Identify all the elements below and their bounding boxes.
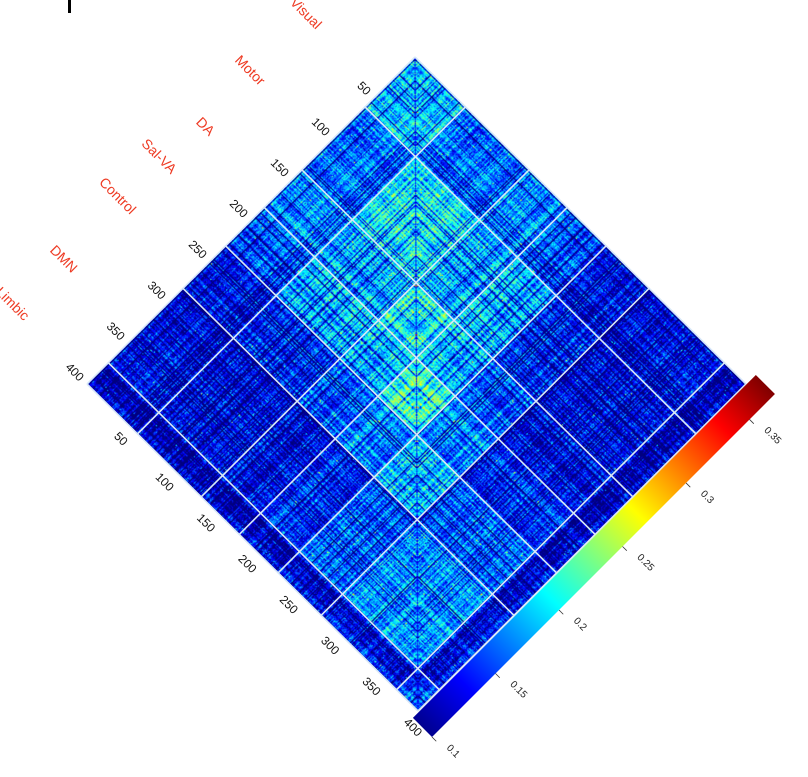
network-boundaries	[86, 56, 747, 712]
boundary-line-col	[277, 245, 607, 574]
colorbar-gradient	[412, 374, 775, 737]
colorbar-tick-mark	[558, 609, 564, 615]
colorbar-tick-mark	[749, 419, 755, 424]
boundary-line-row	[225, 245, 558, 574]
boundary-line-col	[320, 287, 650, 616]
boundary-line-row	[301, 169, 634, 498]
boundary-line-col	[417, 383, 747, 712]
boundary-line-col	[200, 169, 530, 498]
boundary-line-row	[414, 56, 747, 385]
boundary-line-col	[238, 206, 568, 535]
colorbar-tick-mark	[495, 673, 501, 679]
boundary-line-row	[107, 362, 440, 691]
boundary-line-col	[136, 106, 467, 435]
boundary-line-row	[182, 287, 515, 616]
boundary-line-col	[86, 56, 416, 385]
colorbar-tick-mark	[622, 546, 628, 551]
boundary-line-row	[86, 383, 419, 712]
colorbar-tick-mark	[431, 736, 437, 742]
boundary-line-row	[364, 106, 697, 435]
colorbar-tick-mark	[685, 482, 691, 488]
boundary-line-row	[263, 206, 596, 535]
panel-letter-fragment	[68, 0, 71, 13]
boundary-line-col	[395, 362, 726, 691]
